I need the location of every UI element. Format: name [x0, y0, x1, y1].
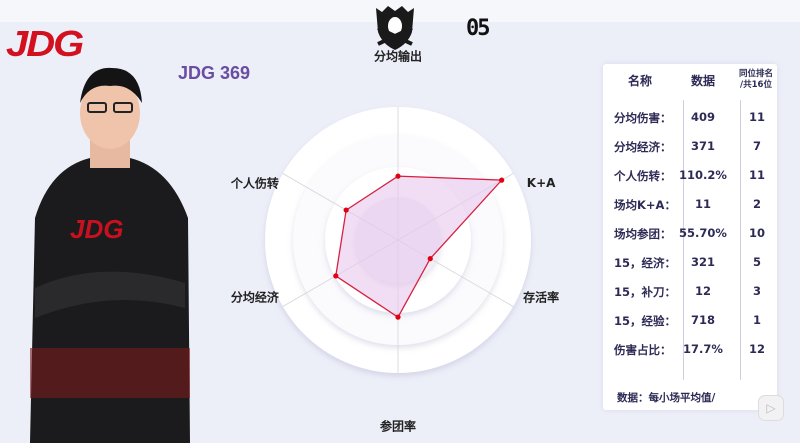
- table-row: 分均经济： 371 7: [603, 137, 777, 157]
- worlds-logo: [376, 6, 414, 50]
- divider: [740, 100, 741, 380]
- cell-rank: 10: [748, 226, 765, 240]
- table-row: 场均参团： 55.70% 10: [603, 224, 777, 244]
- header-rank-line2: /共16位: [740, 80, 772, 90]
- radar-point: [395, 173, 401, 179]
- cell-name: 伤害占比：: [614, 343, 672, 357]
- table-row: 伤害占比： 17.7% 12: [603, 340, 777, 360]
- cell-name: 场均参团：: [614, 227, 672, 241]
- axis-label: 分均经济: [230, 290, 279, 305]
- radar-point: [427, 256, 433, 262]
- cell-name: 分均经济：: [614, 140, 672, 154]
- cell-rank: 1: [752, 313, 761, 327]
- cell-rank: 2: [752, 197, 761, 211]
- cell-value: 12: [694, 284, 711, 298]
- cell-rank: 11: [748, 168, 765, 182]
- axis-label: K+A: [526, 175, 556, 190]
- cell-value: 718: [690, 313, 715, 327]
- cell-rank: 12: [748, 342, 765, 356]
- player-name: JDG 369: [178, 63, 251, 83]
- cell-name: 15，经济：: [614, 256, 677, 270]
- cell-rank: 5: [752, 255, 761, 269]
- cell-name: 场均K+A：: [614, 198, 676, 212]
- axis-label: 个人伤转: [230, 176, 279, 191]
- radar-point: [499, 177, 505, 183]
- radar-point: [395, 314, 401, 320]
- cell-name: 15，补刀：: [614, 285, 677, 299]
- play-button[interactable]: ▷: [758, 395, 784, 421]
- team-logo: JDG: [6, 24, 84, 64]
- table-row: 个人伤转： 110.2% 11: [603, 166, 777, 186]
- divider: [683, 100, 684, 380]
- match-number: 05: [466, 16, 490, 41]
- axis-label: 分均输出: [373, 49, 423, 64]
- cell-name: 15，经验：: [614, 314, 677, 328]
- header-rank: 同位排名/共16位: [735, 69, 777, 91]
- radar-point: [343, 207, 349, 213]
- table-row: 15，补刀： 12 3: [603, 282, 777, 302]
- cell-value: 17.7%: [683, 342, 723, 356]
- cell-value: 11: [694, 197, 711, 211]
- cell-name: 个人伤转：: [614, 169, 672, 183]
- header-name: 名称: [627, 74, 652, 88]
- header-value: 数据: [690, 74, 715, 88]
- radar-point: [333, 273, 339, 279]
- footnote: 数据：每小场平均值/: [617, 392, 716, 404]
- table-row: 分均伤害： 409 11: [603, 108, 777, 128]
- table-row: 场均K+A： 11 2: [603, 195, 777, 215]
- cell-name: 分均伤害：: [614, 111, 672, 125]
- play-icon: ▷: [766, 401, 776, 415]
- svg-text:JDG: JDG: [70, 214, 123, 244]
- axis-label: 存活率: [523, 290, 560, 305]
- cell-rank: 11: [748, 110, 765, 124]
- cell-value: 55.70%: [679, 226, 727, 240]
- cell-rank: 3: [752, 284, 761, 298]
- player-photo: JDG: [30, 67, 190, 443]
- cell-value: 409: [690, 110, 715, 124]
- axis-label: 参团率: [379, 419, 417, 434]
- cell-value: 110.2%: [679, 168, 727, 182]
- cell-value: 321: [690, 255, 715, 269]
- stats-panel: 名称 数据 同位排名/共16位 分均伤害： 409 11 分均经济： 371 7 个人伤转：…: [603, 64, 777, 410]
- cell-value: 371: [690, 139, 715, 153]
- cell-rank: 7: [752, 139, 761, 153]
- header-rank-line1: 同位排名: [738, 69, 773, 79]
- table-row: 15，经济： 321 5: [603, 253, 777, 273]
- table-row: 15，经验： 718 1: [603, 311, 777, 331]
